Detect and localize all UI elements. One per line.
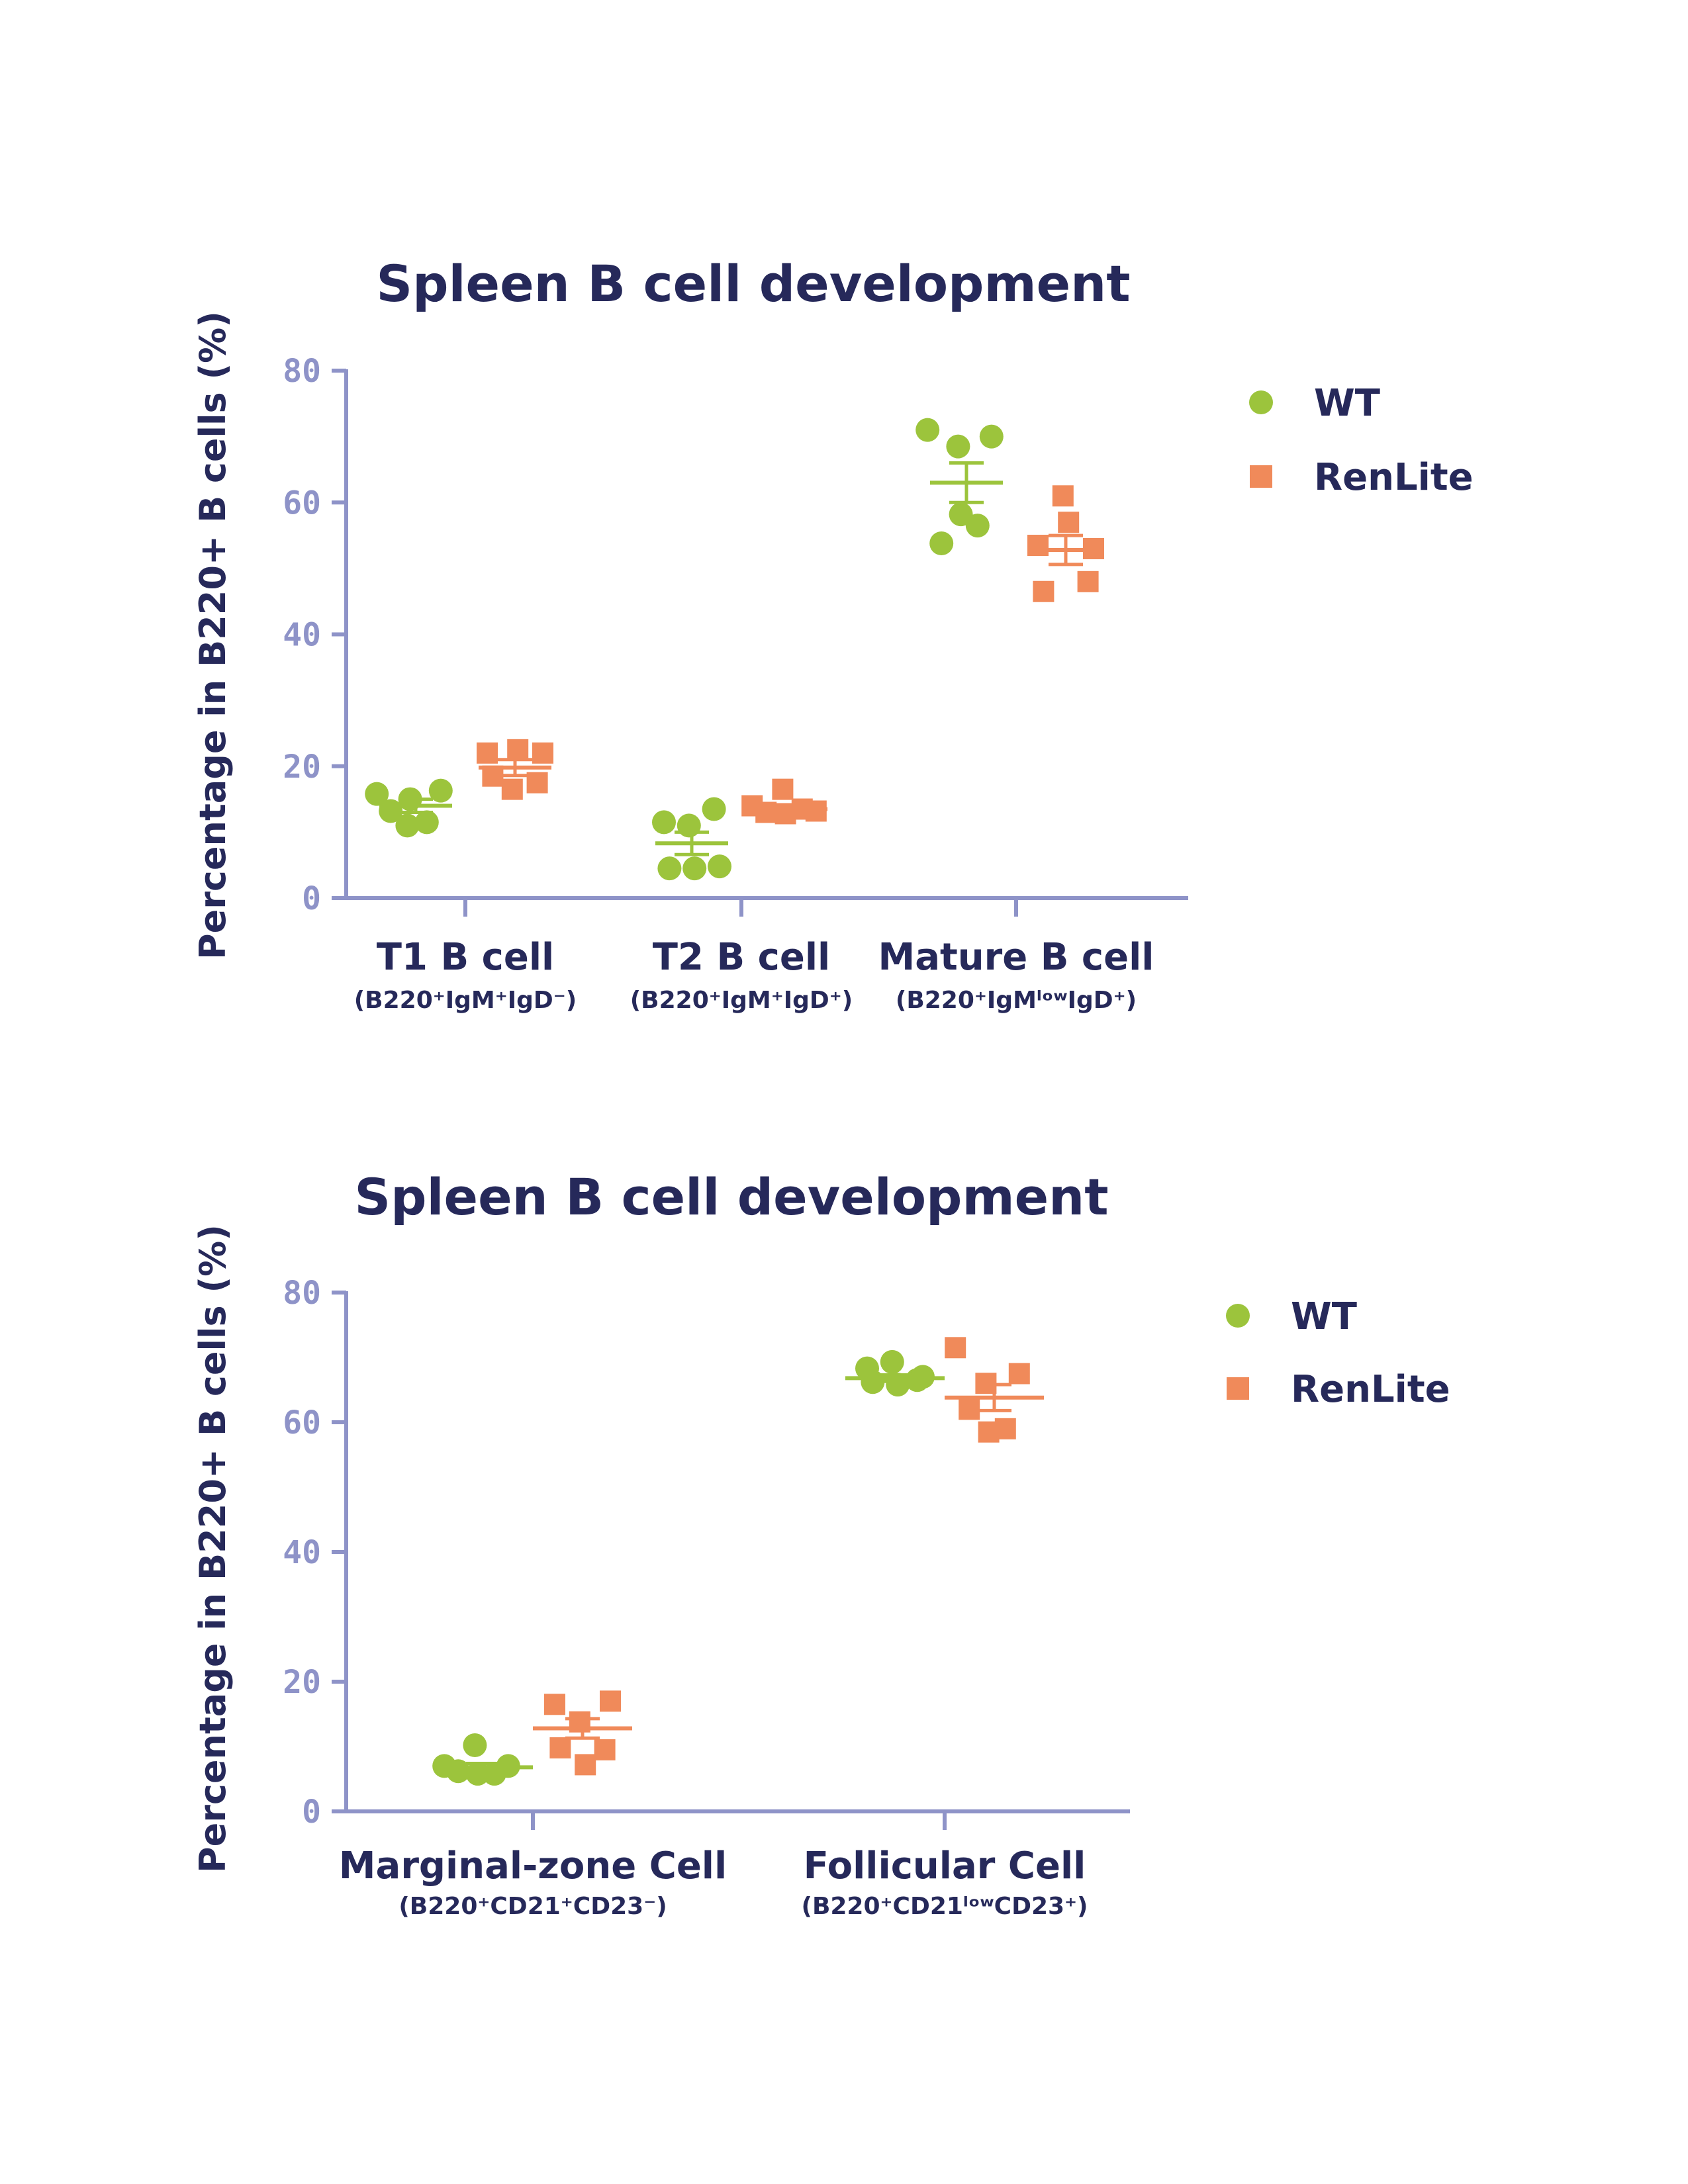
x-tick-label: T2 B cell bbox=[653, 936, 830, 979]
renlite-data-point bbox=[594, 1739, 616, 1760]
wt-data-point bbox=[395, 813, 420, 838]
wt-data-point bbox=[446, 1759, 471, 1784]
chart-top: Spleen B cell development Percentage in B… bbox=[192, 254, 1474, 1014]
renlite-data-point bbox=[507, 739, 529, 760]
legend-wt-marker bbox=[1249, 390, 1273, 414]
renlite-data-point bbox=[1027, 535, 1049, 557]
renlite-data-point bbox=[532, 742, 553, 764]
x-tick-sublabel: (B220⁺CD21ˡᵒʷCD23⁺) bbox=[801, 1893, 1088, 1920]
x-tick-sublabel: (B220⁺IgM⁺IgD⁺) bbox=[630, 987, 853, 1014]
renlite-data-point bbox=[755, 801, 777, 823]
renlite-data-point bbox=[549, 1737, 571, 1758]
wt-data-point bbox=[946, 434, 970, 459]
wt-data-point bbox=[682, 856, 707, 881]
renlite-data-point bbox=[994, 1418, 1016, 1439]
wt-data-point bbox=[702, 797, 726, 821]
x-tick-sublabel: (B220⁺IgMˡᵒʷIgD⁺) bbox=[896, 987, 1137, 1014]
wt-data-point bbox=[652, 810, 676, 835]
wt-data-point bbox=[929, 531, 954, 556]
y-axis-label: Percentage in B220+ B cells (%) bbox=[192, 311, 234, 960]
y-tick-label: 0 bbox=[302, 1794, 321, 1831]
legend-entry-label: WT bbox=[1291, 1295, 1357, 1338]
y-tick-label: 80 bbox=[283, 1275, 321, 1312]
renlite-data-point bbox=[575, 1754, 596, 1776]
wt-data-point bbox=[657, 856, 682, 881]
wt-data-point bbox=[428, 778, 453, 803]
legend-entry-label: WT bbox=[1314, 382, 1380, 425]
x-tick-label: Marginal-zone Cell bbox=[339, 1844, 727, 1888]
wt-data-point bbox=[463, 1733, 487, 1758]
y-tick-label: 60 bbox=[283, 484, 321, 522]
x-tick-sublabel: (B220⁺CD21⁺CD23⁻) bbox=[399, 1893, 667, 1920]
chart-title: Spleen B cell development bbox=[376, 254, 1130, 313]
y-tick-label: 20 bbox=[283, 1664, 321, 1701]
wt-data-point bbox=[365, 782, 389, 806]
x-tick-label: Mature B cell bbox=[878, 936, 1154, 979]
legend-renlite-marker bbox=[1227, 1377, 1249, 1400]
wt-data-point bbox=[880, 1349, 904, 1374]
legend-entry-label: RenLite bbox=[1314, 456, 1474, 499]
y-tick-label: 0 bbox=[302, 880, 321, 917]
chart-bottom: Spleen B cell development Percentage in B… bbox=[192, 1167, 1450, 1920]
x-tick-label: Follicular Cell bbox=[804, 1844, 1086, 1888]
y-tick-label: 40 bbox=[283, 617, 321, 654]
x-tick-sublabel: (B220⁺IgM⁺IgD⁻) bbox=[354, 987, 577, 1014]
renlite-data-point bbox=[544, 1694, 565, 1715]
y-tick-label: 40 bbox=[283, 1534, 321, 1571]
y-axis-label: Percentage in B220+ B cells (%) bbox=[192, 1224, 234, 1873]
y-tick-label: 60 bbox=[283, 1404, 321, 1441]
wt-data-point bbox=[965, 514, 990, 538]
renlite-data-point bbox=[600, 1690, 621, 1712]
wt-data-point bbox=[708, 854, 731, 879]
legend-wt-marker bbox=[1226, 1304, 1250, 1328]
legend-renlite-marker bbox=[1250, 465, 1272, 488]
renlite-data-point bbox=[1008, 1363, 1030, 1385]
wt-data-point bbox=[979, 424, 1004, 449]
renlite-data-point bbox=[1058, 512, 1080, 533]
chart-title: Spleen B cell development bbox=[354, 1167, 1108, 1226]
y-tick-label: 20 bbox=[283, 749, 321, 786]
wt-data-point bbox=[677, 813, 701, 838]
x-tick-label: T1 B cell bbox=[377, 936, 554, 979]
renlite-data-point bbox=[959, 1398, 980, 1420]
renlite-data-point bbox=[772, 778, 794, 800]
renlite-data-point bbox=[1033, 580, 1055, 602]
renlite-data-point bbox=[1077, 570, 1099, 592]
wt-data-point bbox=[949, 502, 973, 527]
wt-data-point bbox=[414, 810, 439, 835]
renlite-data-point bbox=[501, 778, 523, 800]
legend-entry-label: RenLite bbox=[1291, 1368, 1450, 1411]
renlite-data-point bbox=[945, 1337, 966, 1359]
renlite-data-point bbox=[477, 742, 498, 764]
y-tick-label: 80 bbox=[283, 353, 321, 390]
renlite-data-point bbox=[1052, 485, 1074, 507]
wt-data-point bbox=[915, 418, 940, 442]
